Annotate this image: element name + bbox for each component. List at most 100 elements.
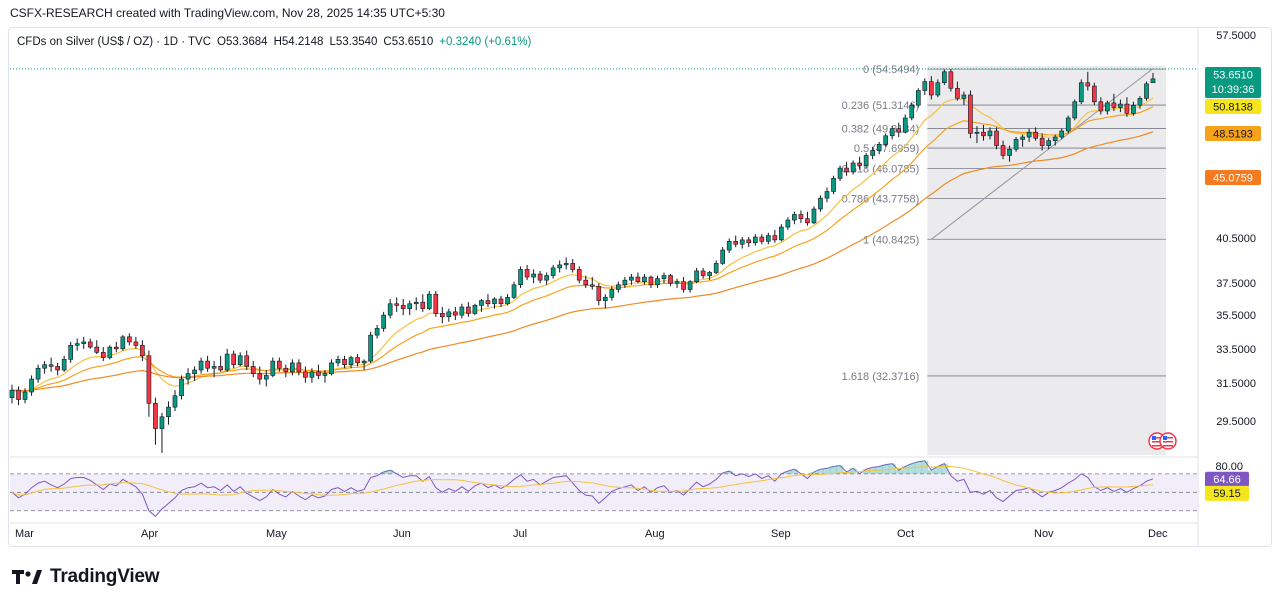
candle-body	[166, 406, 171, 418]
candle-body	[303, 371, 308, 378]
candle	[1007, 145, 1012, 162]
candle-body	[322, 373, 328, 376]
candle-body	[570, 263, 576, 270]
candle	[446, 308, 452, 322]
candle-body	[1111, 102, 1117, 108]
candle	[127, 333, 132, 346]
candle	[433, 291, 439, 317]
candle	[883, 133, 889, 147]
candle-body	[844, 167, 849, 173]
candle	[1150, 72, 1156, 84]
candle	[844, 161, 849, 176]
candle	[439, 306, 445, 324]
price-tag-value: 45.0759	[1213, 173, 1253, 185]
candle	[596, 283, 602, 306]
candle-body	[74, 343, 80, 346]
candle-body	[1059, 130, 1065, 138]
event-flags-icon	[1148, 432, 1177, 450]
legend-open: O53.3684	[217, 36, 268, 48]
candle	[635, 272, 641, 284]
candle-body	[1118, 103, 1123, 108]
candle-body	[381, 314, 386, 329]
candle	[453, 306, 458, 321]
candle	[609, 286, 615, 301]
candle-body	[1033, 131, 1038, 139]
candle	[694, 267, 699, 284]
candle	[948, 69, 954, 92]
candle	[537, 270, 543, 284]
candle-body	[185, 373, 191, 380]
candle-body	[374, 328, 380, 336]
candle-body	[244, 355, 250, 367]
candle	[61, 355, 67, 372]
chart-legend: CFDs on Silver (US$ / OZ) · 1D · TVC O53…	[17, 36, 531, 48]
legend-change: +0.3240 (+0.61%)	[439, 36, 532, 48]
candle-body	[818, 197, 823, 210]
candle-body	[961, 94, 967, 99]
candle	[466, 302, 471, 317]
candle	[276, 357, 282, 372]
candle-body	[120, 336, 126, 350]
candle-body	[276, 360, 282, 369]
price-tick-label: 33.5000	[1216, 344, 1256, 356]
candle	[726, 238, 732, 253]
candle-body	[772, 235, 778, 241]
candle	[387, 298, 393, 319]
candle-body	[479, 300, 484, 306]
candle	[368, 331, 373, 363]
candle	[909, 102, 915, 121]
candle-body	[290, 362, 295, 373]
candle-body	[915, 90, 921, 106]
candle	[563, 257, 569, 270]
candle	[192, 366, 197, 381]
candle-body	[55, 366, 60, 371]
candle	[1046, 138, 1052, 150]
candle	[361, 359, 367, 371]
candle	[720, 247, 726, 265]
candle	[1059, 128, 1065, 140]
candle-body	[420, 301, 426, 309]
candle-body	[994, 130, 999, 146]
candle	[381, 311, 386, 332]
legend-symbol[interactable]: CFDs on Silver (US$ / OZ) · 1D · TVC	[17, 36, 212, 48]
chart-frame	[8, 27, 1272, 547]
candle	[668, 274, 673, 287]
fib-label: 0.618 (46.0785)	[842, 163, 920, 175]
candle-body	[896, 128, 902, 133]
flag-stripe	[1163, 445, 1173, 447]
candle	[348, 355, 354, 369]
candle-body	[472, 305, 478, 314]
candle	[1124, 97, 1130, 117]
candle-body	[616, 284, 621, 290]
candle-body	[707, 272, 712, 276]
price-tick-label: 29.5000	[1216, 416, 1256, 428]
candle-body	[583, 279, 589, 286]
candle	[394, 297, 400, 312]
candle	[1091, 82, 1097, 106]
candle-body	[563, 263, 569, 266]
rsi-axis-label: 80.00	[1215, 461, 1243, 473]
flag-canton	[1152, 436, 1156, 440]
candle-body	[1091, 85, 1097, 103]
candle	[707, 270, 712, 281]
candle	[231, 350, 237, 369]
candle-body	[524, 269, 530, 278]
candle	[785, 217, 791, 230]
candle	[237, 352, 243, 367]
candle-body	[629, 276, 634, 281]
time-label: Mar	[15, 528, 34, 540]
candle-body	[387, 303, 393, 316]
candle-body	[668, 275, 673, 284]
candle-body	[726, 241, 732, 251]
candle-body	[576, 269, 582, 281]
candle-body	[1007, 148, 1012, 156]
candle-body	[674, 281, 680, 284]
candle	[485, 294, 491, 307]
price-tag-value: 48.5193	[1213, 129, 1253, 141]
candle	[524, 264, 530, 281]
candle-body	[433, 293, 439, 314]
legend-high: H54.2148	[273, 36, 324, 48]
candle-body	[453, 311, 458, 316]
candle-body	[987, 130, 993, 137]
